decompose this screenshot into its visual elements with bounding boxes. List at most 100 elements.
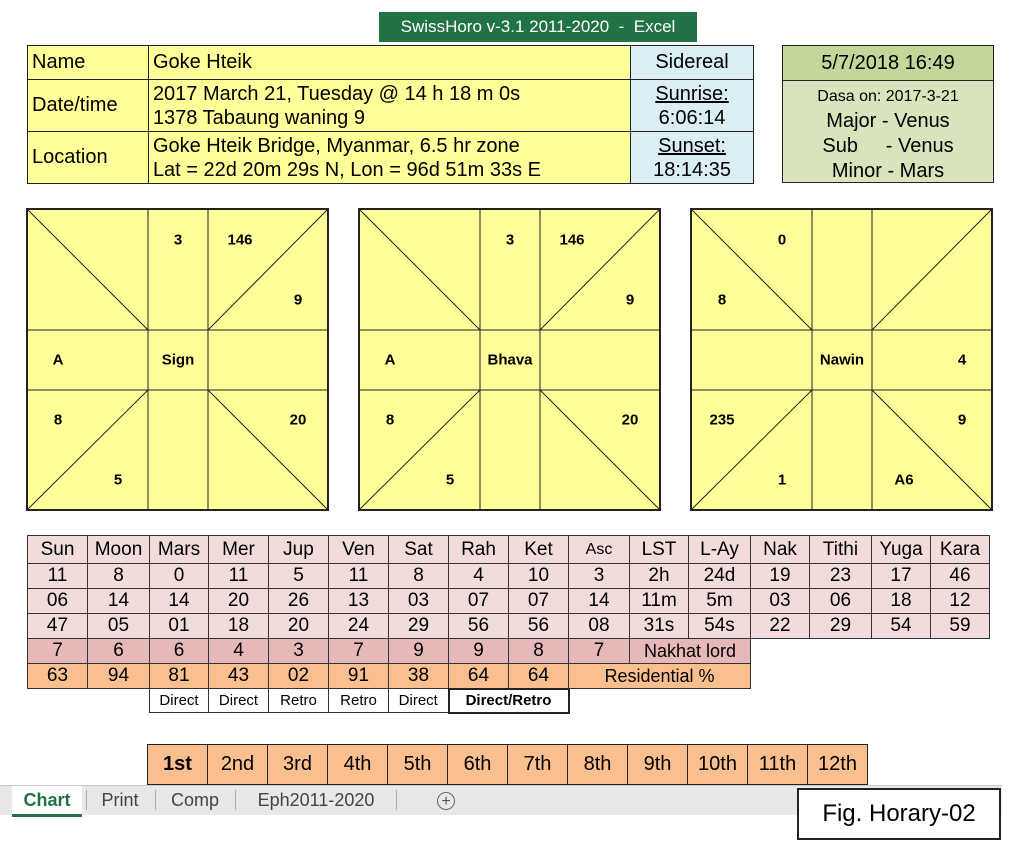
table-cell[interactable]: 8 [508,638,569,664]
table-cell[interactable]: 8 [388,563,449,589]
table-cell[interactable]: 26 [268,588,329,614]
table-cell[interactable]: 81 [149,663,209,689]
table-cell[interactable]: 56 [508,613,569,639]
table-cell[interactable]: 03 [750,588,810,614]
sheet-tab-print[interactable]: Print [101,790,139,810]
table-cell[interactable]: 05 [87,613,150,639]
table-cell[interactable]: 64 [508,663,569,689]
table-cell[interactable]: 08 [568,613,630,639]
zodiac-mode[interactable]: Sidereal [630,45,754,80]
table-cell[interactable]: 18 [871,588,931,614]
house-cell[interactable]: 2nd [207,744,268,785]
table-cell[interactable]: 24d [688,563,751,589]
table-cell[interactable]: 91 [328,663,389,689]
sunset-cell: Sunset: 18:14:35 [630,131,754,184]
sheet-tab-comp[interactable]: Comp [170,790,219,810]
motion-cell[interactable]: Retro [268,688,329,713]
motion-cell[interactable]: Direct [149,688,209,713]
table-cell[interactable]: 6 [87,638,150,664]
table-cell[interactable]: 29 [809,613,872,639]
motion-cell[interactable]: Direct [208,688,269,713]
table-cell[interactable]: 06 [809,588,872,614]
table-cell[interactable]: 3 [268,638,329,664]
sheet-tab-eph[interactable]: Eph2011-2020 [257,790,375,810]
table-cell[interactable]: 8 [87,563,150,589]
table-cell[interactable]: 9 [388,638,449,664]
table-cell[interactable]: 19 [750,563,810,589]
table-cell[interactable]: 20 [208,588,269,614]
table-header: Ven [328,535,389,564]
table-cell[interactable]: 18 [208,613,269,639]
plus-circle-icon[interactable]: + [437,792,455,810]
table-cell[interactable]: 3 [568,563,630,589]
table-cell[interactable]: 10 [508,563,569,589]
house-cell[interactable]: 7th [507,744,568,785]
table-cell[interactable]: 07 [448,588,509,614]
motion-cell[interactable]: Direct [388,688,449,713]
table-cell[interactable]: 23 [809,563,872,589]
date-value[interactable]: 2017 March 21, Tuesday @ 14 h 18 m 0s 13… [147,79,632,132]
table-cell[interactable]: 5 [268,563,329,589]
house-cell[interactable]: 5th [387,744,448,785]
table-cell[interactable]: 4 [208,638,269,664]
table-cell[interactable]: 2h [629,563,689,589]
chart-center-label: Sign [161,351,195,369]
table-cell[interactable]: 13 [328,588,389,614]
table-cell[interactable]: 59 [930,613,990,639]
table-cell[interactable]: 7 [568,638,630,664]
table-cell[interactable]: 20 [268,613,329,639]
table-cell[interactable]: 54s [688,613,751,639]
table-cell[interactable]: 7 [328,638,389,664]
table-cell[interactable]: 94 [87,663,150,689]
house-cell[interactable]: 12th [807,744,868,785]
table-cell[interactable]: 9 [448,638,509,664]
table-cell[interactable]: 7 [27,638,88,664]
table-cell[interactable]: 46 [930,563,990,589]
name-value[interactable]: Goke Hteik [147,45,632,80]
table-cell[interactable]: 38 [388,663,449,689]
table-cell[interactable]: 29 [388,613,449,639]
table-cell[interactable]: 63 [27,663,88,689]
table-cell[interactable]: 6 [149,638,209,664]
table-cell[interactable]: 64 [448,663,509,689]
table-cell[interactable]: 01 [149,613,209,639]
table-cell[interactable]: 56 [448,613,509,639]
table-cell[interactable]: 11 [328,563,389,589]
chart-label: A [52,351,64,369]
house-cell[interactable]: 8th [567,744,628,785]
table-cell[interactable]: 47 [27,613,88,639]
table-cell[interactable]: 06 [27,588,88,614]
location-value[interactable]: Goke Hteik Bridge, Myanmar, 6.5 hr zone … [147,131,632,184]
house-cell[interactable]: 1st [147,744,208,785]
table-cell[interactable]: 02 [268,663,329,689]
table-cell[interactable]: 11 [208,563,269,589]
table-cell[interactable]: 4 [448,563,509,589]
table-cell[interactable]: 11m [629,588,689,614]
table-cell[interactable]: 14 [149,588,209,614]
motion-cell[interactable]: Retro [328,688,389,713]
house-cell[interactable]: 9th [627,744,688,785]
tab-separator [155,790,156,810]
table-cell[interactable]: 5m [688,588,751,614]
table-cell[interactable]: 31s [629,613,689,639]
table-cell[interactable]: 11 [27,563,88,589]
house-cell[interactable]: 10th [687,744,748,785]
house-cell[interactable]: 11th [747,744,808,785]
table-cell[interactable]: 17 [871,563,931,589]
dasa-datetime[interactable]: 5/7/2018 16:49 [783,46,993,81]
table-cell[interactable]: 22 [750,613,810,639]
house-cell[interactable]: 4th [327,744,388,785]
table-cell[interactable]: 0 [149,563,209,589]
table-cell[interactable]: 07 [508,588,569,614]
house-cell[interactable]: 6th [447,744,508,785]
table-cell[interactable]: 03 [388,588,449,614]
table-cell[interactable]: 12 [930,588,990,614]
table-cell[interactable]: 14 [87,588,150,614]
table-cell[interactable]: 14 [568,588,630,614]
sheet-tab-chart[interactable]: Chart [12,786,82,817]
house-cell[interactable]: 3rd [267,744,328,785]
table-cell[interactable]: 43 [208,663,269,689]
residential-label: Residential % [568,663,751,689]
table-cell[interactable]: 54 [871,613,931,639]
table-cell[interactable]: 24 [328,613,389,639]
